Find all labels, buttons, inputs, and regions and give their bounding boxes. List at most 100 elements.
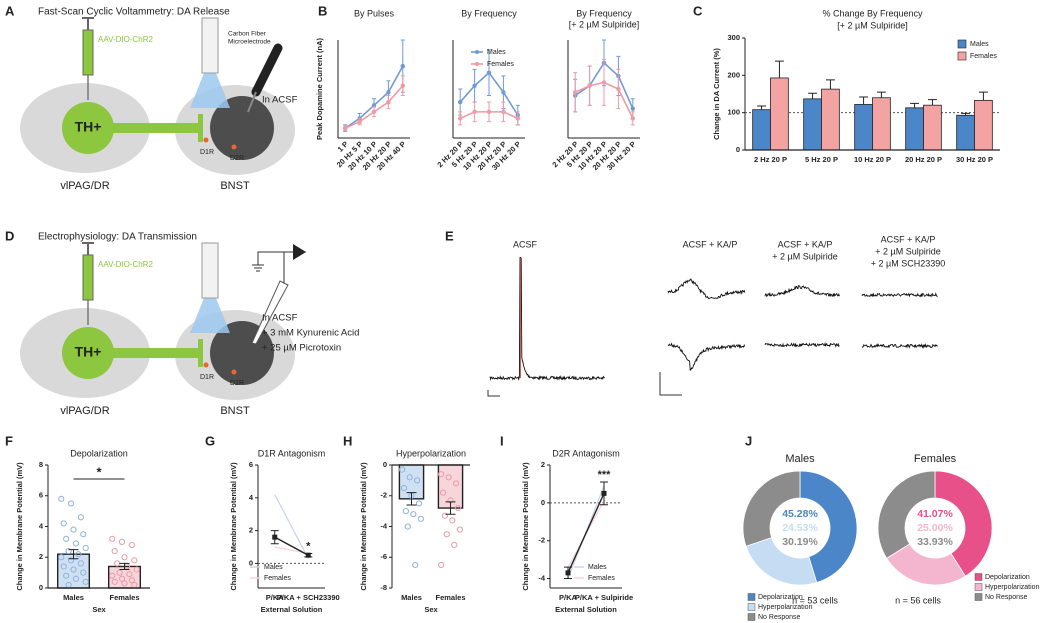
x-axis-label: External Solution	[261, 605, 323, 614]
data-point	[441, 512, 448, 519]
series-line	[274, 494, 309, 559]
x-tick-label: 30 Hz 20 P	[956, 155, 993, 164]
y-tick-label: 0	[383, 460, 387, 469]
data-point	[70, 526, 77, 533]
panel-title: Electrophysiology: DA Transmission	[38, 232, 197, 243]
data-point	[82, 544, 89, 552]
data-point	[515, 116, 520, 121]
data-point	[60, 563, 67, 570]
optic-fiber	[201, 242, 219, 299]
data-point	[63, 535, 70, 542]
y-tick-label: 2	[39, 552, 43, 561]
data-point	[443, 531, 450, 538]
receptor-label: D1R	[200, 149, 214, 156]
error-bar	[68, 549, 79, 560]
data-point	[439, 489, 447, 496]
data-point	[573, 90, 578, 95]
data-point	[386, 90, 391, 95]
trace	[667, 342, 746, 371]
legend-swatch	[974, 583, 983, 591]
data-point	[406, 474, 413, 481]
data-point	[386, 99, 391, 105]
trace	[764, 341, 840, 348]
target-label: BNST	[220, 180, 250, 192]
virus-label: AAV-DIO-ChR2	[98, 260, 154, 269]
legend-label: Females	[264, 575, 291, 582]
data-point	[630, 106, 635, 111]
series-line	[344, 65, 404, 129]
soma-label: TH+	[75, 119, 102, 135]
receptor-label: D2R	[230, 155, 244, 162]
y-axis-label: Change in Membrane Potential (mV)	[521, 462, 530, 591]
data-point	[357, 119, 362, 124]
panel-letter: B	[318, 3, 327, 18]
solution-label: In ACSF	[262, 95, 298, 106]
mean-marker	[305, 552, 311, 558]
x-tick-label: P/KA	[266, 593, 285, 602]
y-tick-label: 4	[249, 493, 254, 502]
trace	[861, 342, 938, 349]
terminal	[198, 114, 203, 142]
y-axis-label: Change in Membrane Potential (mV)	[229, 462, 238, 591]
data-point	[128, 577, 135, 584]
data-point	[133, 566, 140, 573]
soma	[62, 327, 114, 379]
y-axis-label: Change in Membrane Potential (mV)	[15, 462, 24, 591]
x-tick-label: 5 Hz 20 P	[805, 155, 838, 164]
chart-title: By Frequency	[576, 8, 632, 18]
panel-title: Fast-Scan Cyclic Voltammetry: DA Release	[38, 7, 230, 18]
annotation: *	[96, 464, 102, 479]
pie-title: Females	[914, 453, 957, 465]
x-tick-label: 10 Hz 20 P	[854, 155, 891, 164]
legend-label: Males	[970, 41, 989, 48]
projection	[112, 348, 200, 358]
terminal	[198, 339, 203, 367]
x-tick-label: Females	[109, 593, 139, 602]
y-tick-label: 200	[727, 70, 740, 79]
data-point	[77, 560, 84, 567]
y-tick-label: 6	[249, 460, 253, 469]
data-point	[486, 109, 492, 115]
mean-line	[274, 536, 309, 556]
data-point	[410, 511, 417, 518]
chart-title: [+ 2 µM Sulpiride]	[569, 19, 639, 29]
data-point	[343, 126, 348, 131]
legend-marker	[475, 50, 479, 54]
legend-label: Males	[588, 564, 607, 571]
value-label: 24.53%	[782, 522, 818, 534]
light-cone	[190, 73, 230, 108]
condition-label: + 2 µM SCH23390	[871, 258, 945, 268]
legend-swatch	[957, 51, 967, 61]
data-point	[458, 116, 463, 121]
data-point	[58, 495, 65, 502]
data-point	[58, 554, 65, 561]
data-point	[75, 551, 82, 558]
y-tick-label: 300	[727, 33, 740, 42]
syringe	[82, 29, 94, 76]
x-axis-label: External Solution	[555, 605, 617, 614]
mean-marker	[565, 570, 571, 576]
value-label: 25.00%	[917, 522, 953, 534]
data-point	[414, 477, 421, 484]
legend-label: No Response	[758, 614, 801, 621]
chart-title: By Frequency	[461, 8, 517, 18]
condition-label: + 2 µM Sulpiride	[772, 251, 837, 261]
bar	[974, 99, 993, 151]
source-label: vlPAG/DR	[60, 405, 109, 417]
annotation: ***	[598, 469, 612, 481]
x-tick-label: Males	[63, 593, 84, 602]
legend-label: Males	[487, 49, 506, 56]
chart-title: % Change By Frequency	[822, 8, 923, 18]
y-tick-label: -4	[538, 574, 545, 583]
data-point	[438, 561, 445, 569]
data-point	[82, 578, 89, 585]
data-point	[109, 535, 116, 542]
y-tick-label: 2	[249, 526, 253, 535]
chart-title: D2R Antagonism	[552, 448, 620, 458]
condition-label: + 2 µM Sulpiride	[875, 246, 940, 256]
data-point	[371, 103, 377, 108]
receptor	[231, 144, 237, 150]
scale-bar	[659, 372, 682, 396]
data-point	[63, 572, 70, 579]
solution-label: + 3 mM Kynurenic Acid	[262, 328, 359, 339]
